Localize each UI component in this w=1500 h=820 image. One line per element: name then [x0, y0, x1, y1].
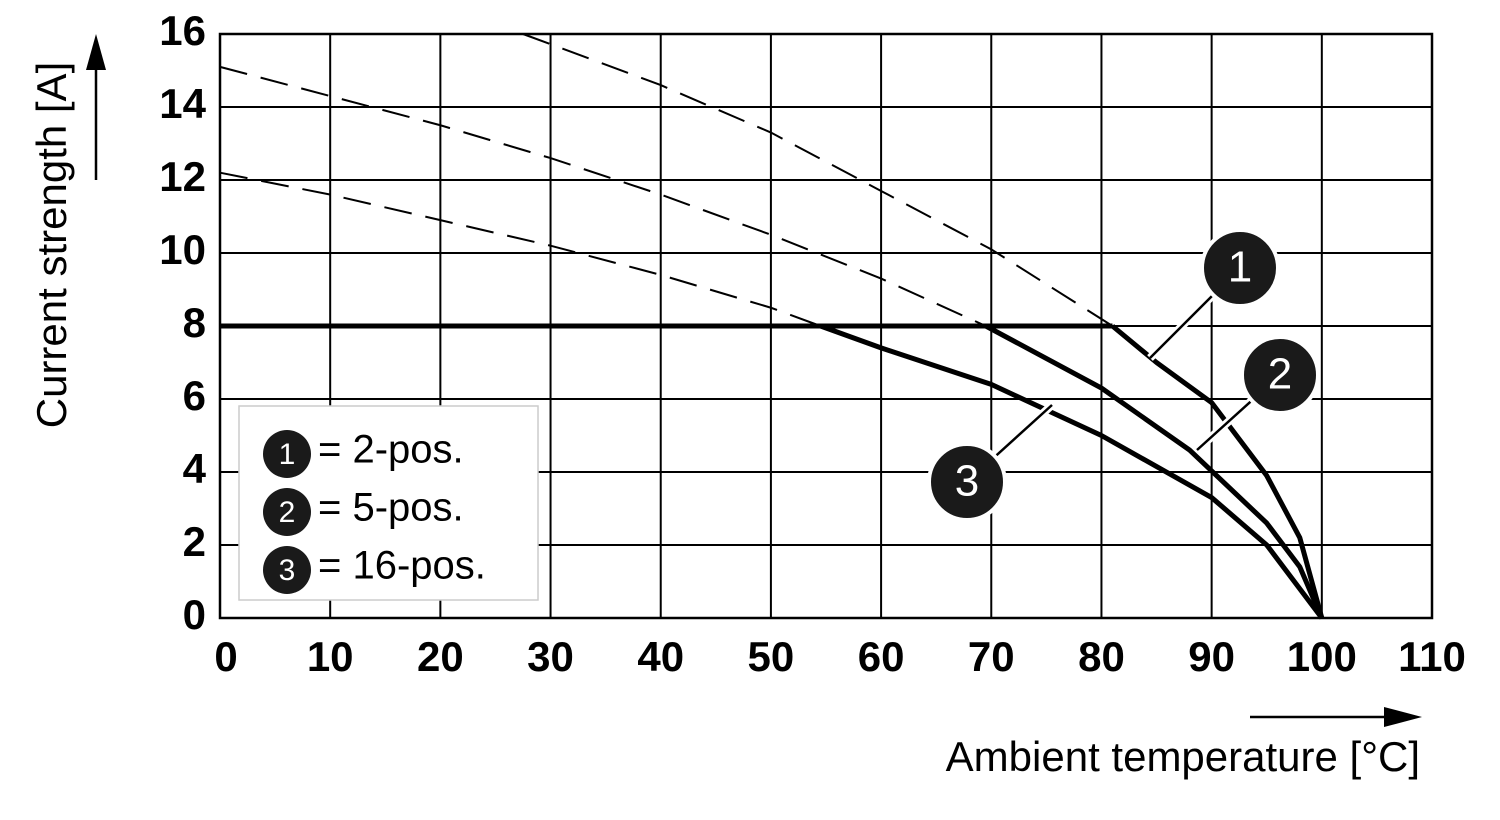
line — [984, 323, 1325, 619]
x-arrow-head — [1384, 707, 1422, 727]
legend-badge-label: 2 — [279, 496, 296, 529]
x-tick-label: 80 — [1078, 633, 1125, 680]
x-tick-label: 50 — [748, 633, 795, 680]
legend-badge — [263, 488, 311, 536]
legend-label: = 16-pos. — [318, 544, 486, 588]
callout-label: 1 — [1228, 243, 1252, 292]
x-tick-label: 90 — [1188, 633, 1235, 680]
y-arrow-head — [86, 34, 106, 70]
x-tick-label: 0 — [214, 633, 237, 680]
y-tick-label: 10 — [159, 226, 206, 273]
x-tick-label: 100 — [1287, 633, 1357, 680]
legend-label: = 2-pos. — [318, 428, 464, 472]
legend-badge — [263, 430, 311, 478]
y-tick-label: 14 — [159, 80, 206, 127]
legend-label: = 5-pos. — [318, 486, 464, 530]
y-tick-label: 2 — [183, 518, 206, 565]
x-tick-label: 40 — [637, 633, 684, 680]
callout-badge — [1200, 228, 1280, 308]
callout-badge — [1240, 335, 1320, 415]
legend-badge — [263, 546, 311, 594]
x-axis-label: Ambient temperature [°C] — [946, 733, 1420, 780]
callout-badge — [927, 442, 1007, 522]
y-tick-label: 0 — [183, 591, 206, 638]
dashed-line — [219, 65, 987, 327]
legend-badge-label: 1 — [279, 438, 296, 471]
x-tick-label: 20 — [417, 633, 464, 680]
x-tick-label: 60 — [858, 633, 905, 680]
x-tick-label: 70 — [968, 633, 1015, 680]
x-tick-label: 30 — [527, 633, 574, 680]
line — [819, 323, 1324, 620]
y-tick-label: 12 — [159, 153, 206, 200]
y-tick-label: 6 — [183, 372, 206, 419]
dashed-line — [219, 171, 821, 327]
x-tick-label: 110 — [1398, 633, 1466, 680]
y-axis-label: Current strength [A] — [28, 62, 75, 429]
legend-badge-label: 3 — [279, 554, 296, 587]
callout-label: 2 — [1268, 350, 1292, 399]
callout-label: 3 — [955, 457, 979, 506]
y-tick-label: 4 — [183, 445, 207, 492]
x-tick-label: 10 — [307, 633, 354, 680]
y-tick-label: 16 — [159, 7, 206, 54]
y-tick-label: 8 — [183, 299, 206, 346]
